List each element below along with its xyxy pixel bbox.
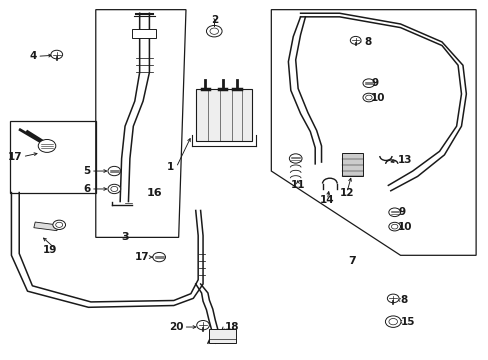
Circle shape [388,319,397,325]
Text: 15: 15 [400,317,414,327]
Circle shape [385,316,400,327]
Text: 9: 9 [370,78,378,88]
Bar [132,30,156,39]
Circle shape [111,186,118,192]
Text: 8: 8 [363,37,370,47]
Text: 13: 13 [397,155,412,165]
Circle shape [108,166,121,176]
Text: 2: 2 [211,15,219,26]
Text: 19: 19 [42,245,57,255]
Circle shape [206,26,222,37]
Text: 17: 17 [135,252,149,262]
Circle shape [289,154,302,163]
Bar [209,329,236,343]
Circle shape [365,95,371,100]
Text: 5: 5 [83,166,91,176]
Text: 1: 1 [166,162,173,172]
Circle shape [108,184,121,194]
Circle shape [56,222,62,228]
Text: 20: 20 [169,322,183,332]
Text: 18: 18 [224,322,239,332]
Text: 7: 7 [347,256,355,266]
Circle shape [391,224,397,229]
Circle shape [53,220,65,229]
Text: 14: 14 [320,195,334,205]
Circle shape [153,252,165,262]
Text: 3: 3 [121,232,128,242]
Text: 8: 8 [400,295,407,305]
Text: 9: 9 [397,207,405,217]
Circle shape [388,222,400,231]
Text: 6: 6 [83,184,91,194]
Circle shape [51,50,62,59]
Bar [34,222,58,231]
Text: 12: 12 [339,188,353,198]
Circle shape [362,79,374,87]
Text: 4: 4 [30,51,37,61]
Circle shape [388,208,400,217]
Circle shape [386,294,398,303]
Circle shape [349,36,360,44]
Bar [195,89,251,140]
Text: 11: 11 [290,180,305,190]
Bar [341,153,362,176]
Text: 10: 10 [397,222,412,231]
Circle shape [196,320,209,330]
Circle shape [362,93,374,102]
Text: 17: 17 [8,152,22,162]
Text: 16: 16 [147,188,163,198]
Circle shape [209,28,218,34]
Circle shape [38,139,56,152]
Text: 10: 10 [370,93,385,103]
